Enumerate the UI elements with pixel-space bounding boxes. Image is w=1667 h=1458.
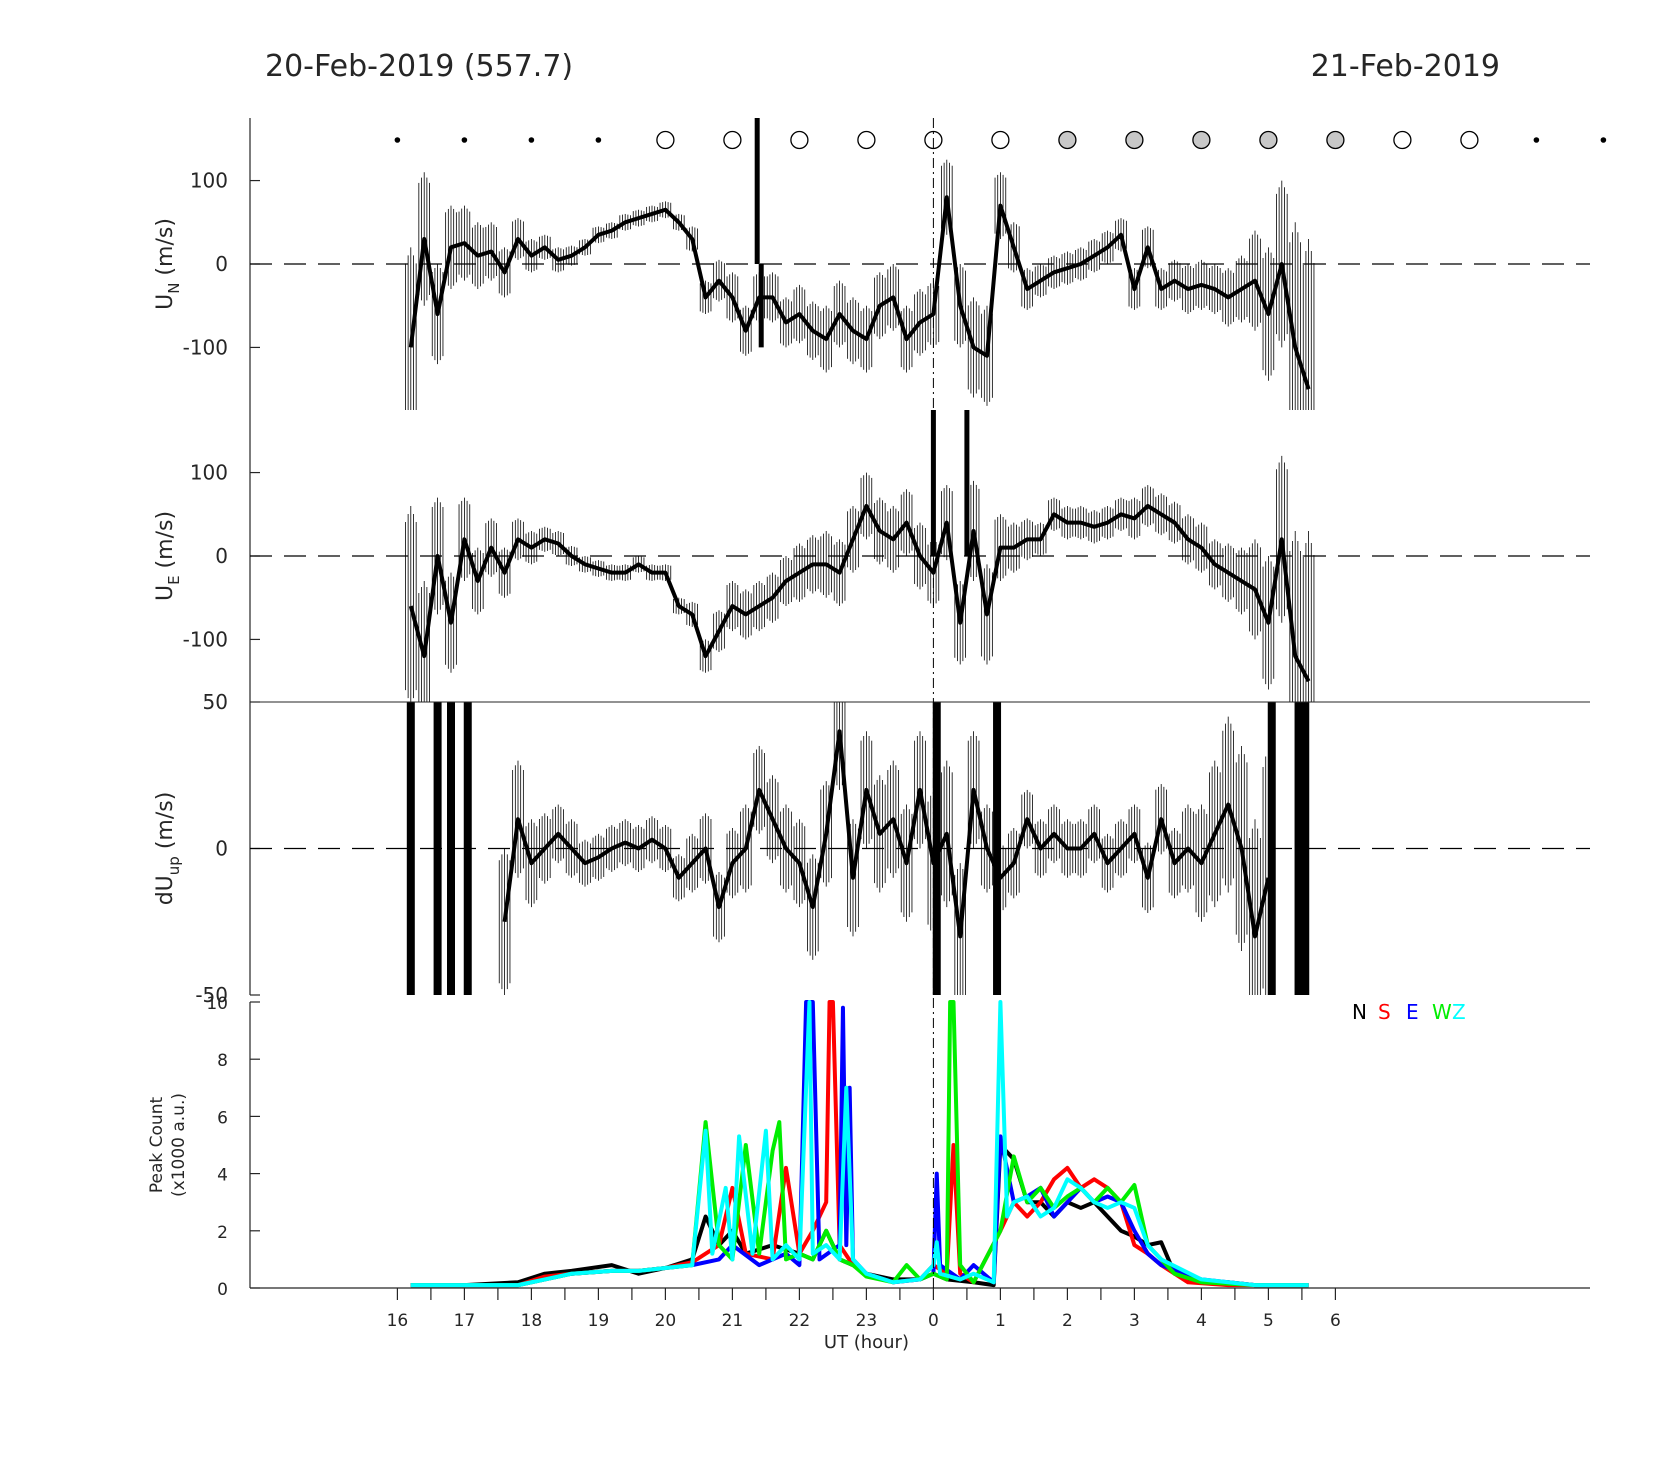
saturated-bar — [447, 702, 455, 995]
y-tick-label: 100 — [190, 461, 228, 485]
y-label-sub: up — [165, 856, 183, 875]
saturated-bar — [1267, 702, 1276, 995]
y-label-main: dU — [153, 875, 178, 905]
right-title: 21-Feb-2019 — [1311, 49, 1500, 84]
moon-marker-circle — [1058, 130, 1077, 150]
moon-marker-dot — [394, 137, 401, 143]
y-tick-label: 0 — [215, 252, 228, 276]
saturated-bar — [993, 702, 1002, 995]
saturated-bar — [463, 702, 472, 995]
left-title: 20-Feb-2019 (557.7) — [265, 49, 573, 84]
series-line-Z — [410, 1000, 1309, 1288]
saturated-bar — [1301, 702, 1310, 995]
x-tick-label: 18 — [521, 1311, 543, 1331]
y-tick-label: -100 — [183, 627, 228, 651]
moon-marker-dot — [1600, 137, 1607, 143]
y-tick-label: 0 — [215, 837, 228, 861]
x-tick-label: 6 — [1330, 1311, 1341, 1331]
x-tick-label: 1 — [995, 1311, 1006, 1331]
legend: N S E W Z — [1352, 1000, 1466, 1024]
y-axis-label-line1: Peak Count — [147, 1097, 167, 1194]
y-label-unit: (m/s) — [153, 218, 178, 282]
legend-item-z: Z — [1452, 1000, 1466, 1024]
x-tick-label: 19 — [588, 1311, 610, 1331]
y-label-main: U — [153, 294, 178, 310]
y-tick-label: 50 — [203, 690, 228, 714]
x-tick-label: 5 — [1263, 1311, 1274, 1331]
moon-marker-circle — [857, 130, 876, 150]
y-tick-label: 6 — [217, 1108, 228, 1128]
legend-item-s: S — [1378, 1000, 1391, 1024]
y-tick-label: -50 — [195, 983, 228, 1007]
y-axis-label: dUup (m/s) — [153, 792, 183, 906]
x-axis-label: UT (hour) — [824, 1332, 909, 1353]
moon-marker-circle — [1460, 130, 1479, 150]
x-tick-label: 17 — [454, 1311, 476, 1331]
y-tick-label: 10 — [206, 994, 228, 1014]
x-tick-label: 22 — [789, 1311, 811, 1331]
series-line — [408, 195, 1311, 390]
moon-marker-dot — [528, 137, 535, 143]
moon-marker-circle — [991, 130, 1010, 150]
panel-ue: 100 0 -100 UE (m/s) — [153, 410, 1590, 702]
y-tick-label: -100 — [183, 335, 228, 359]
y-tick-label: 0 — [217, 1280, 228, 1300]
panel-dup: 50 0 -50 dUup (m/s) — [153, 690, 1590, 1007]
saturated-bar — [406, 702, 415, 995]
y-label-unit: (m/s) — [153, 792, 178, 856]
y-axis-label-line2: (x1000 a.u.) — [169, 1093, 189, 1197]
x-tick-label: 0 — [928, 1311, 939, 1331]
series-line — [408, 503, 1311, 683]
y-tick-label: 4 — [217, 1166, 228, 1186]
y-tick-label: 0 — [215, 544, 228, 568]
y-axis-label: UE (m/s) — [153, 511, 183, 601]
legend-item-n: N — [1352, 1000, 1367, 1024]
x-tick-label: 21 — [722, 1311, 744, 1331]
saturated-bar — [433, 702, 442, 995]
legend-item-e: E — [1406, 1000, 1419, 1024]
moon-marker-dot — [1533, 137, 1540, 143]
moon-marker-circle — [1393, 130, 1412, 150]
saturated-bar — [932, 702, 941, 995]
y-label-unit: (m/s) — [153, 511, 178, 575]
x-tick-label: 4 — [1196, 1311, 1207, 1331]
moon-marker-circle — [790, 130, 809, 150]
y-label-main: U — [153, 585, 178, 601]
moon-marker-dot — [461, 137, 468, 143]
moon-marker-circle — [656, 130, 675, 150]
y-axis-label: UN (m/s) — [153, 218, 183, 310]
y-label-sub: N — [165, 283, 183, 294]
moon-marker-circle — [1192, 130, 1211, 150]
series-line — [502, 729, 1271, 939]
legend-item-w: W — [1432, 1000, 1452, 1024]
saturated-bar — [1294, 702, 1303, 995]
y-tick-label: 100 — [190, 169, 228, 193]
x-tick-label: 3 — [1129, 1311, 1140, 1331]
x-tick-label: 23 — [856, 1311, 878, 1331]
x-tick-label: 16 — [387, 1311, 409, 1331]
moon-marker-dot — [595, 137, 602, 143]
moon-marker-circle — [723, 130, 742, 150]
moon-marker-circle — [1326, 130, 1345, 150]
moon-marker-circle — [1125, 130, 1144, 150]
y-tick-label: 8 — [217, 1051, 228, 1071]
moon-marker-circle — [1259, 130, 1278, 150]
y-tick-label: 2 — [217, 1223, 228, 1243]
x-tick-label: 20 — [655, 1311, 677, 1331]
y-label-sub: E — [165, 575, 183, 584]
x-tick-label: 2 — [1062, 1311, 1073, 1331]
